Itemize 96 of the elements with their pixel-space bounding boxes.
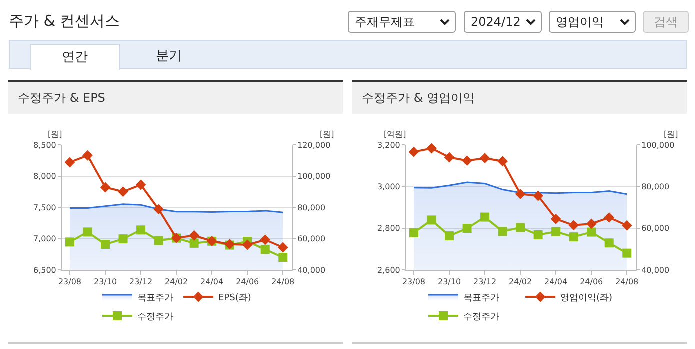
y2-tick-label: 100,000 — [642, 140, 675, 150]
y2-tick-label: 60,000 — [298, 234, 326, 244]
point — [189, 230, 200, 241]
x-tick-label: 23/12 — [474, 278, 497, 287]
y2-axis-title: [원] — [320, 130, 334, 139]
point — [604, 212, 615, 223]
x-tick-label: 23/08 — [402, 278, 426, 287]
point — [64, 157, 76, 168]
text: 주재무제표 — [355, 15, 415, 29]
point — [154, 204, 164, 215]
x-tick-label: 24/06 — [580, 278, 604, 287]
y2-tick-label: 120,000 — [298, 140, 331, 150]
point — [101, 240, 110, 250]
x-tick-label: 24/04 — [200, 278, 224, 287]
point — [622, 248, 632, 258]
x-tick-label: 24/06 — [236, 278, 260, 287]
text: 검색 — [654, 15, 678, 29]
x-tick-label: 24/08 — [616, 278, 639, 287]
point — [586, 218, 597, 230]
x-tick-label: 24/04 — [544, 278, 568, 287]
x-tick-label: 24/02 — [509, 278, 532, 287]
y-tick-label: 3,200 — [377, 140, 400, 150]
point — [190, 238, 199, 248]
text: 영업이익 — [556, 15, 604, 29]
point — [136, 226, 146, 235]
x-tick-label: 23/12 — [130, 278, 153, 287]
point — [136, 180, 146, 190]
point — [154, 236, 164, 246]
point — [569, 232, 578, 242]
point — [568, 220, 580, 231]
text: 연간 — [62, 50, 88, 65]
point — [462, 156, 472, 166]
y-axis-title: [원] — [48, 130, 62, 139]
point — [278, 253, 288, 262]
y2-tick-label: 40,000 — [642, 266, 670, 275]
x-tick-label: 24/02 — [165, 278, 188, 287]
y-tick-label: 2,600 — [377, 266, 400, 275]
y2-tick-label: 80,000 — [642, 182, 670, 192]
point — [534, 230, 543, 240]
point — [480, 153, 490, 164]
text: 주가 & 컨센서스 — [9, 12, 120, 30]
legend-label: 영업이익(좌) — [560, 294, 613, 304]
chart-title: 수정주가 & 영업이익 — [352, 82, 687, 114]
legend-label: 목표주가 — [138, 294, 174, 304]
y-tick-label: 2,800 — [377, 224, 400, 234]
legend-label: 목표주가 — [464, 294, 500, 304]
point — [622, 220, 632, 231]
x-tick-label: 23/10 — [94, 278, 118, 287]
x-tick-label: 23/08 — [58, 278, 82, 287]
point — [498, 227, 508, 236]
point — [118, 186, 128, 198]
y2-tick-label: 60,000 — [642, 224, 670, 234]
point — [408, 146, 420, 158]
point — [515, 188, 526, 200]
point — [65, 238, 74, 247]
point — [587, 228, 596, 237]
point — [409, 228, 418, 238]
y2-tick-label: 100,000 — [298, 172, 331, 182]
point — [278, 242, 288, 253]
point — [480, 212, 490, 222]
point — [260, 245, 270, 254]
y-tick-label: 3,000 — [377, 182, 400, 192]
point — [260, 234, 271, 246]
y2-tick-label: 40,000 — [298, 266, 326, 275]
y-tick-label: 7,000 — [33, 234, 56, 244]
chart-title: 수정주가 & EPS — [8, 82, 343, 114]
y-tick-label: 8,500 — [33, 140, 56, 150]
point — [533, 190, 544, 202]
text: 2024/12 — [471, 15, 521, 29]
point — [426, 143, 437, 154]
point — [445, 232, 454, 241]
text: 분기 — [156, 49, 182, 64]
point — [516, 223, 526, 232]
point — [427, 216, 436, 225]
point — [83, 228, 92, 237]
point — [552, 227, 561, 236]
point — [462, 224, 472, 234]
point — [100, 182, 111, 193]
legend-label: 수정주가 — [464, 312, 500, 323]
x-tick-label: 24/08 — [272, 278, 295, 287]
legend-label: 수정주가 — [138, 312, 174, 323]
y-axis-title: [억원] — [384, 130, 406, 139]
point — [82, 150, 93, 161]
y-tick-label: 7,500 — [33, 203, 56, 212]
y2-axis-title: [원] — [664, 130, 678, 139]
point — [118, 234, 128, 244]
y-tick-label: 6,500 — [33, 266, 56, 275]
y-tick-label: 8,000 — [33, 172, 56, 182]
y2-tick-label: 80,000 — [298, 203, 326, 212]
point — [550, 214, 562, 224]
x-tick-label: 23/10 — [438, 278, 462, 287]
legend-label: EPS(좌) — [218, 294, 252, 304]
point — [604, 238, 614, 248]
point — [444, 152, 455, 163]
point — [242, 240, 253, 250]
point — [498, 156, 508, 167]
